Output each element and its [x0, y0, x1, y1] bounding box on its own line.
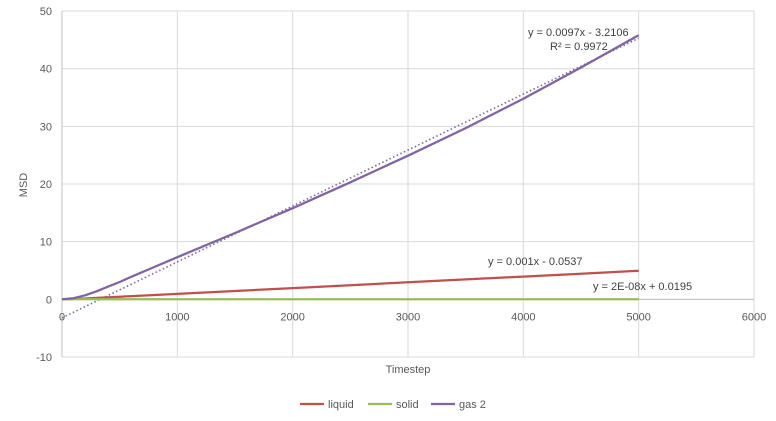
trendline-gas-2 — [61, 37, 640, 319]
x-tick-label: 5000 — [626, 311, 650, 323]
y-tick-label: 50 — [40, 6, 52, 18]
legend-label-gas-2: gas 2 — [459, 399, 486, 411]
tick-labels: -10 0 10 20 30 40 50 0 1000 2000 3000 4000 5000 6000 — [36, 6, 766, 364]
y-tick-label: 0 — [46, 294, 52, 306]
trendline-equation-solid: y = 2E-08x + 0.0195 — [593, 281, 692, 293]
y-tick-label: 10 — [40, 237, 52, 249]
legend-label-liquid: liquid — [328, 399, 354, 411]
series-lines — [61, 34, 640, 301]
series-line-gas-2 — [61, 34, 640, 301]
x-tick-label: 3000 — [396, 311, 420, 323]
gridlines — [61, 10, 755, 358]
trendline-equation-gas-2: y = 0.0097x - 3.2106 — [528, 27, 629, 39]
trendline-annotations: y = 0.001x - 0.0537 y = 2E-08x + 0.0195 y … — [488, 27, 692, 293]
trendline-equation-liquid: y = 0.001x - 0.0537 — [488, 256, 582, 268]
x-tick-label: 6000 — [742, 311, 766, 323]
x-tick-label: 0 — [59, 311, 65, 323]
trendline-r2-gas-2: R² = 0.9972 — [550, 41, 608, 53]
y-tick-label: 40 — [40, 64, 52, 76]
y-axis-title: MSD — [18, 173, 30, 198]
y-tick-label: 20 — [40, 179, 52, 191]
x-tick-label: 4000 — [511, 311, 535, 323]
y-tick-label: -10 — [36, 352, 52, 364]
legend: liquid solid gas 2 — [300, 399, 486, 411]
legend-label-solid: solid — [396, 399, 419, 411]
y-tick-label: 30 — [40, 121, 52, 133]
x-axis-title: Timestep — [386, 364, 431, 376]
x-tick-label: 1000 — [165, 311, 189, 323]
x-tick-label: 2000 — [280, 311, 304, 323]
